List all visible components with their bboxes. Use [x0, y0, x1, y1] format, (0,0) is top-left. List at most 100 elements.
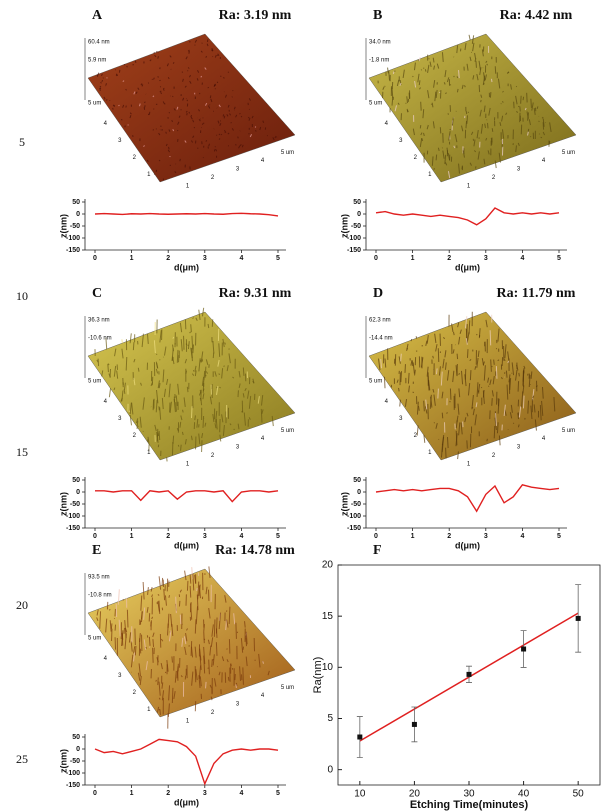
surface-texture [172, 61, 175, 64]
surface-texture [398, 356, 401, 364]
surface-texture [479, 67, 482, 76]
surface-texture [483, 158, 486, 165]
y-tick-label: 0 [76, 489, 80, 496]
surface-texture [149, 59, 152, 62]
surface-texture [449, 388, 452, 400]
surface-texture [466, 63, 469, 71]
surface-texture [392, 71, 395, 75]
surface-texture [539, 404, 542, 421]
x-tick-label: 1 [130, 533, 134, 540]
roughness-label: Ra: 11.79 nm [497, 286, 576, 301]
depth-tick: 4 [104, 399, 108, 405]
surface-texture [202, 415, 205, 428]
surface-texture [201, 307, 205, 317]
roughness-label: Ra: 9.31 nm [219, 286, 292, 301]
surface-texture [501, 129, 505, 139]
surface-texture [189, 585, 192, 598]
surface-texture [391, 96, 394, 106]
surface-texture [515, 369, 518, 381]
surface-texture [132, 342, 135, 351]
surface-texture [134, 645, 137, 656]
y-tick-label: 15 [322, 611, 334, 622]
width-tick: 5 um [562, 428, 575, 434]
surface-texture [458, 70, 460, 79]
surface-texture [262, 660, 264, 664]
surface-texture [172, 336, 175, 339]
surface-texture [517, 142, 520, 146]
surface-texture [245, 631, 248, 645]
surface-texture [101, 73, 103, 77]
surface-texture [187, 67, 190, 69]
surface-texture [242, 393, 245, 398]
z-axis-label: 5 um [369, 101, 382, 107]
surface-texture [151, 616, 154, 620]
surface-texture [121, 339, 123, 344]
width-tick: 2 [211, 710, 215, 716]
surface-texture [125, 356, 128, 371]
width-tick: 3 [517, 445, 521, 451]
surface-texture [115, 74, 118, 77]
surface-texture [141, 84, 144, 87]
surface-texture [397, 102, 400, 105]
surface-texture [156, 706, 160, 713]
surface-texture [183, 636, 187, 645]
surface-texture [155, 399, 158, 413]
surface-texture [218, 133, 221, 136]
surface-texture [186, 628, 188, 631]
surface-texture [523, 365, 526, 369]
z-mid-label: -1.8 nm [369, 58, 389, 64]
surface-texture [518, 372, 520, 377]
surface-texture [168, 146, 170, 150]
surface-texture [532, 395, 535, 399]
surface-texture [176, 666, 179, 679]
surface-texture [158, 600, 161, 614]
surface-texture [150, 586, 153, 592]
surface-texture [117, 589, 120, 605]
z-axis-label: 5 um [88, 636, 101, 642]
surface-texture [399, 399, 401, 407]
surface-texture [148, 636, 151, 646]
surface-texture [553, 396, 556, 412]
surface-texture [534, 419, 537, 431]
surface-texture [205, 139, 208, 142]
surface-texture [475, 60, 477, 68]
surface-texture [148, 111, 151, 115]
surface-texture [464, 85, 466, 88]
surface-texture [458, 372, 460, 375]
surface-texture [433, 79, 436, 88]
width-tick: 4 [261, 436, 265, 442]
surface-texture [540, 136, 543, 139]
depth-tick: 1 [428, 172, 432, 178]
surface-texture [489, 330, 492, 346]
depth-tick: 2 [133, 433, 137, 439]
surface-texture [194, 39, 198, 43]
surface-texture [496, 422, 499, 434]
x-tick-label: 5 [276, 255, 280, 262]
surface-texture [522, 395, 525, 409]
surface-texture [155, 169, 158, 173]
surface-texture [495, 413, 497, 426]
surface-texture [144, 101, 146, 104]
surface-texture [530, 371, 533, 379]
surface-texture [152, 95, 155, 98]
surface-texture [96, 74, 99, 77]
surface-texture [442, 150, 445, 159]
surface-texture [142, 581, 145, 600]
surface-texture [219, 123, 222, 126]
surface-texture [136, 420, 139, 429]
surface-texture [479, 109, 482, 117]
z-axis-label: 5 um [88, 101, 101, 107]
surface-texture [459, 329, 462, 334]
surface-texture [184, 646, 187, 656]
surface-texture [528, 374, 531, 388]
surface-texture [205, 359, 209, 365]
surface-texture [494, 417, 497, 431]
surface-texture [489, 379, 492, 386]
surface-texture [161, 577, 164, 587]
surface-texture [542, 131, 545, 136]
surface-texture [105, 337, 108, 350]
surface-texture [458, 163, 460, 174]
surface-texture [474, 414, 477, 426]
surface-texture [487, 377, 490, 383]
surface-texture [143, 607, 146, 620]
